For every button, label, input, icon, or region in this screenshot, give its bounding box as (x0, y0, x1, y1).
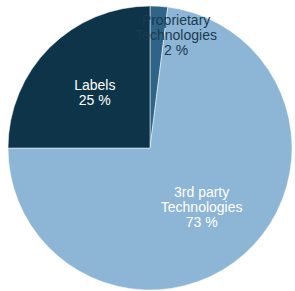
data-label: 73 % (186, 214, 218, 230)
labels: ProprietaryTechnologies2 % 3rd partyTechn… (74, 12, 242, 230)
slice-label: 3rd partyTechnologies (161, 184, 243, 215)
slice-label: Labels (74, 77, 115, 93)
data-label: 2 % (164, 42, 188, 58)
pie-slice (8, 6, 150, 148)
slice-label: ProprietaryTechnologies (135, 12, 217, 43)
pie (8, 6, 292, 290)
data-label: 25 % (79, 92, 111, 108)
chart: ProprietaryTechnologies2 % 3rd partyTechn… (0, 0, 295, 291)
